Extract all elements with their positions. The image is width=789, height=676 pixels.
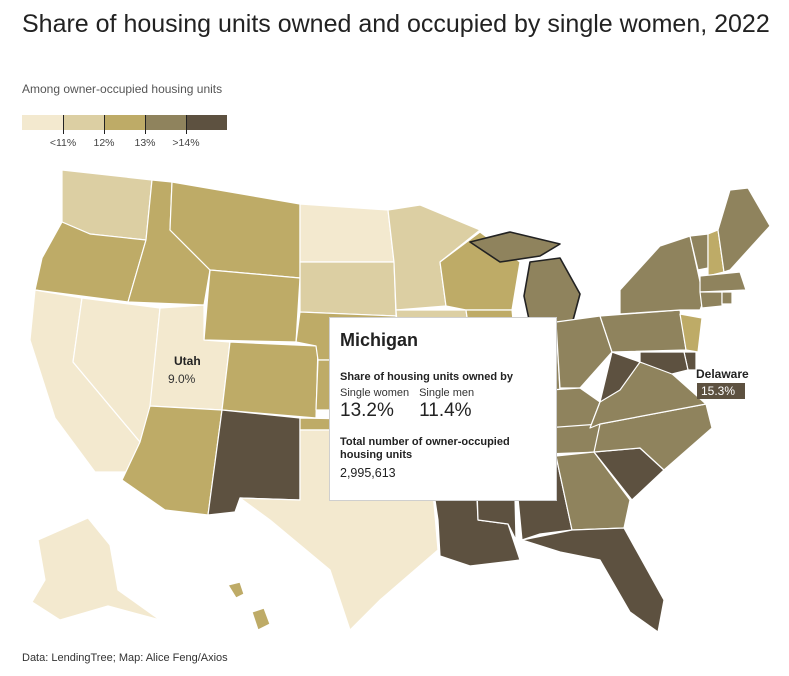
legend-swatch-3 — [104, 115, 145, 130]
tooltip-men-label: Single men — [419, 387, 475, 399]
tooltip-total-value: 2,995,613 — [340, 466, 396, 480]
tooltip-women-col: Single women 13.2% — [340, 387, 409, 422]
tooltip-values: Single women 13.2% Single men 11.4% — [340, 387, 546, 422]
tooltip-state-name: Michigan — [340, 330, 419, 350]
legend-tick-label: 12% — [93, 137, 115, 149]
state-maryland[interactable] — [639, 351, 689, 375]
legend-swatch-1 — [22, 115, 63, 130]
legend-swatches — [22, 115, 227, 130]
utah-value-label: 9.0% — [168, 372, 196, 386]
state-rhode-island[interactable] — [721, 291, 733, 305]
delaware-name-label: Delaware — [696, 367, 749, 381]
state-new-york[interactable] — [619, 235, 705, 315]
legend-tickline-3 — [145, 115, 146, 134]
state-south-dakota[interactable] — [299, 261, 397, 317]
state-pennsylvania[interactable] — [599, 309, 687, 353]
legend-tick-label: 13% — [134, 137, 156, 149]
delaware-value-label: 15.3% — [701, 384, 735, 398]
color-legend: <11% 12% 13% >14% — [22, 115, 227, 152]
state-new-jersey[interactable] — [679, 313, 703, 353]
legend-swatch-2 — [63, 115, 104, 130]
state-michigan-upper[interactable] — [469, 231, 561, 263]
utah-name-label: Utah — [174, 354, 201, 368]
state-connecticut[interactable] — [699, 291, 723, 309]
state-florida[interactable] — [521, 527, 665, 633]
legend-ticks: <11% 12% 13% >14% — [22, 115, 227, 152]
state-north-dakota[interactable] — [299, 203, 395, 263]
tooltip-women-value: 13.2% — [340, 400, 394, 421]
delaware-value-bg — [697, 383, 745, 399]
state-wyoming[interactable] — [203, 269, 301, 343]
map-subtitle: Among owner-occupied housing units — [22, 82, 223, 96]
tooltip-men-value: 11.4% — [419, 400, 472, 421]
tooltip-men-col: Single men 11.4% — [419, 387, 474, 422]
legend-tick-label: >14% — [172, 137, 200, 149]
legend-tickline-4 — [186, 115, 187, 134]
state-hawaii[interactable] — [227, 581, 271, 631]
tooltip-total-label: Total number of owner-occupied housing u… — [340, 436, 510, 461]
map-title: Share of housing units owned and occupie… — [22, 10, 770, 38]
state-massachusetts[interactable] — [699, 271, 747, 293]
state-georgia[interactable] — [555, 451, 631, 531]
state-colorado[interactable] — [221, 341, 319, 419]
state-maine[interactable] — [717, 187, 771, 273]
state-ohio[interactable] — [555, 315, 613, 389]
legend-swatch-4 — [145, 115, 186, 130]
source-footer: Data: LendingTree; Map: Alice Feng/Axios — [22, 652, 228, 664]
state-michigan[interactable] — [523, 257, 581, 325]
state-tooltip: Michigan Share of housing units owned by… — [329, 317, 557, 501]
legend-tick-label: <11% — [49, 137, 77, 149]
legend-tickline-1 — [63, 115, 64, 134]
legend-tickline-2 — [104, 115, 105, 134]
state-alaska[interactable] — [31, 517, 161, 621]
tooltip-women-label: Single women — [340, 387, 410, 399]
legend-swatch-5 — [186, 115, 227, 130]
tooltip-share-label: Share of housing units owned by — [340, 371, 513, 383]
